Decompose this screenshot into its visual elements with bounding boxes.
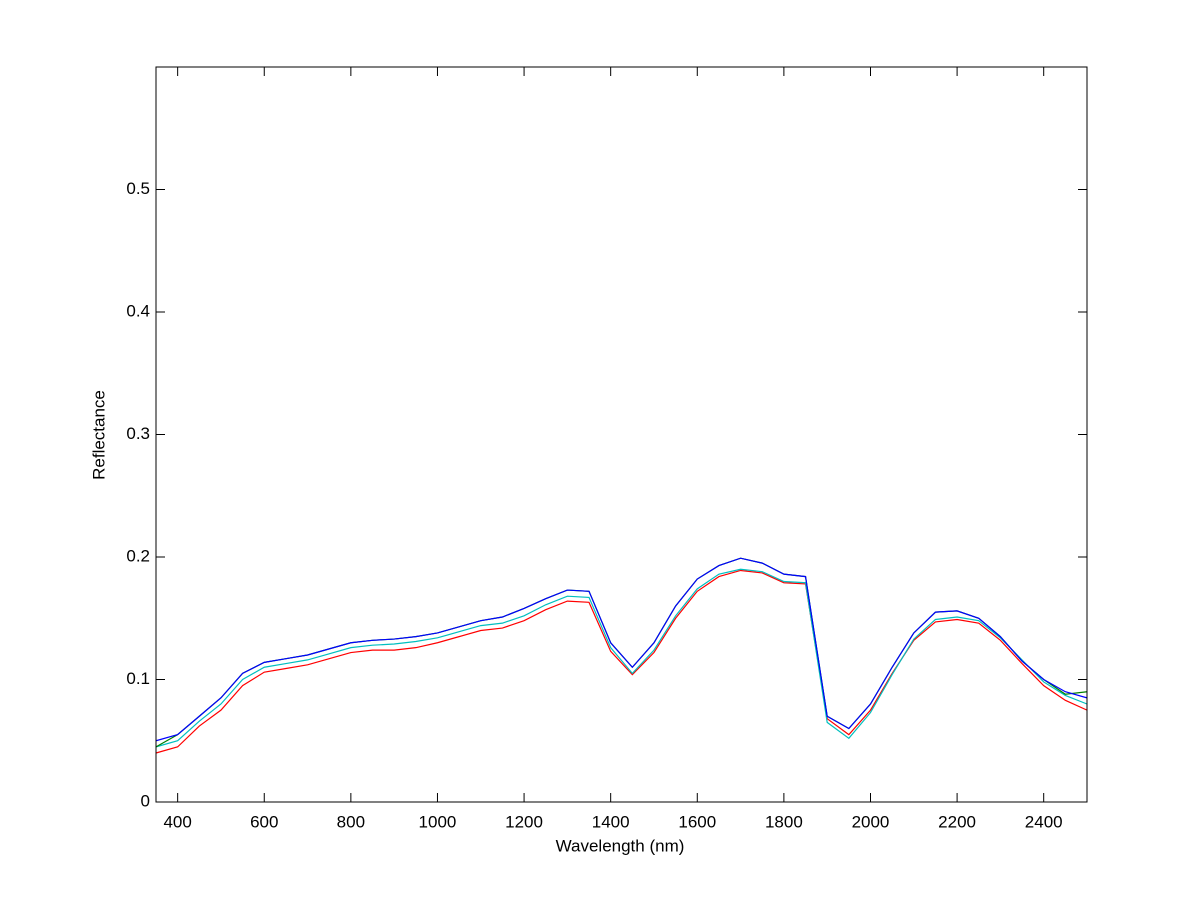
y-tick-label: 0 xyxy=(141,791,150,810)
x-tick-label: 2200 xyxy=(938,812,976,831)
y-tick-label: 0.4 xyxy=(126,301,150,320)
x-tick-label: 2000 xyxy=(852,812,890,831)
y-axis-label: Reflectance xyxy=(89,390,108,480)
y-tick-label: 0.1 xyxy=(126,669,150,688)
data-line xyxy=(155,569,1088,754)
x-tick-label: 2400 xyxy=(1025,812,1063,831)
x-tick-label: 600 xyxy=(250,812,278,831)
data-line xyxy=(155,557,1088,742)
x-tick-label: 1600 xyxy=(678,812,716,831)
x-tick-label: 1000 xyxy=(419,812,457,831)
data-line xyxy=(155,568,1088,748)
x-tick-label: 1200 xyxy=(505,812,543,831)
x-tick-label: 800 xyxy=(337,812,365,831)
y-tick-label: 0.5 xyxy=(126,179,150,198)
x-axis-label: Wavelength (nm) xyxy=(556,836,685,855)
x-tick-label: 1800 xyxy=(765,812,803,831)
y-tick-label: 0.3 xyxy=(126,424,150,443)
x-tick-label: 400 xyxy=(163,812,191,831)
x-tick-label: 1400 xyxy=(592,812,630,831)
y-tick-label: 0.2 xyxy=(126,546,150,565)
